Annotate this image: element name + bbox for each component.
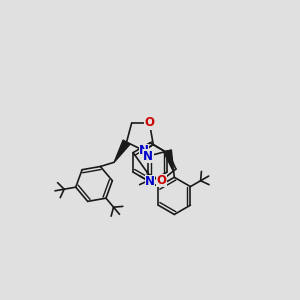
- Polygon shape: [164, 150, 174, 172]
- Text: O: O: [157, 174, 166, 187]
- Text: N: N: [145, 176, 155, 188]
- Text: N: N: [139, 144, 149, 157]
- Polygon shape: [114, 140, 130, 162]
- Text: N: N: [143, 150, 153, 163]
- Text: O: O: [145, 116, 154, 129]
